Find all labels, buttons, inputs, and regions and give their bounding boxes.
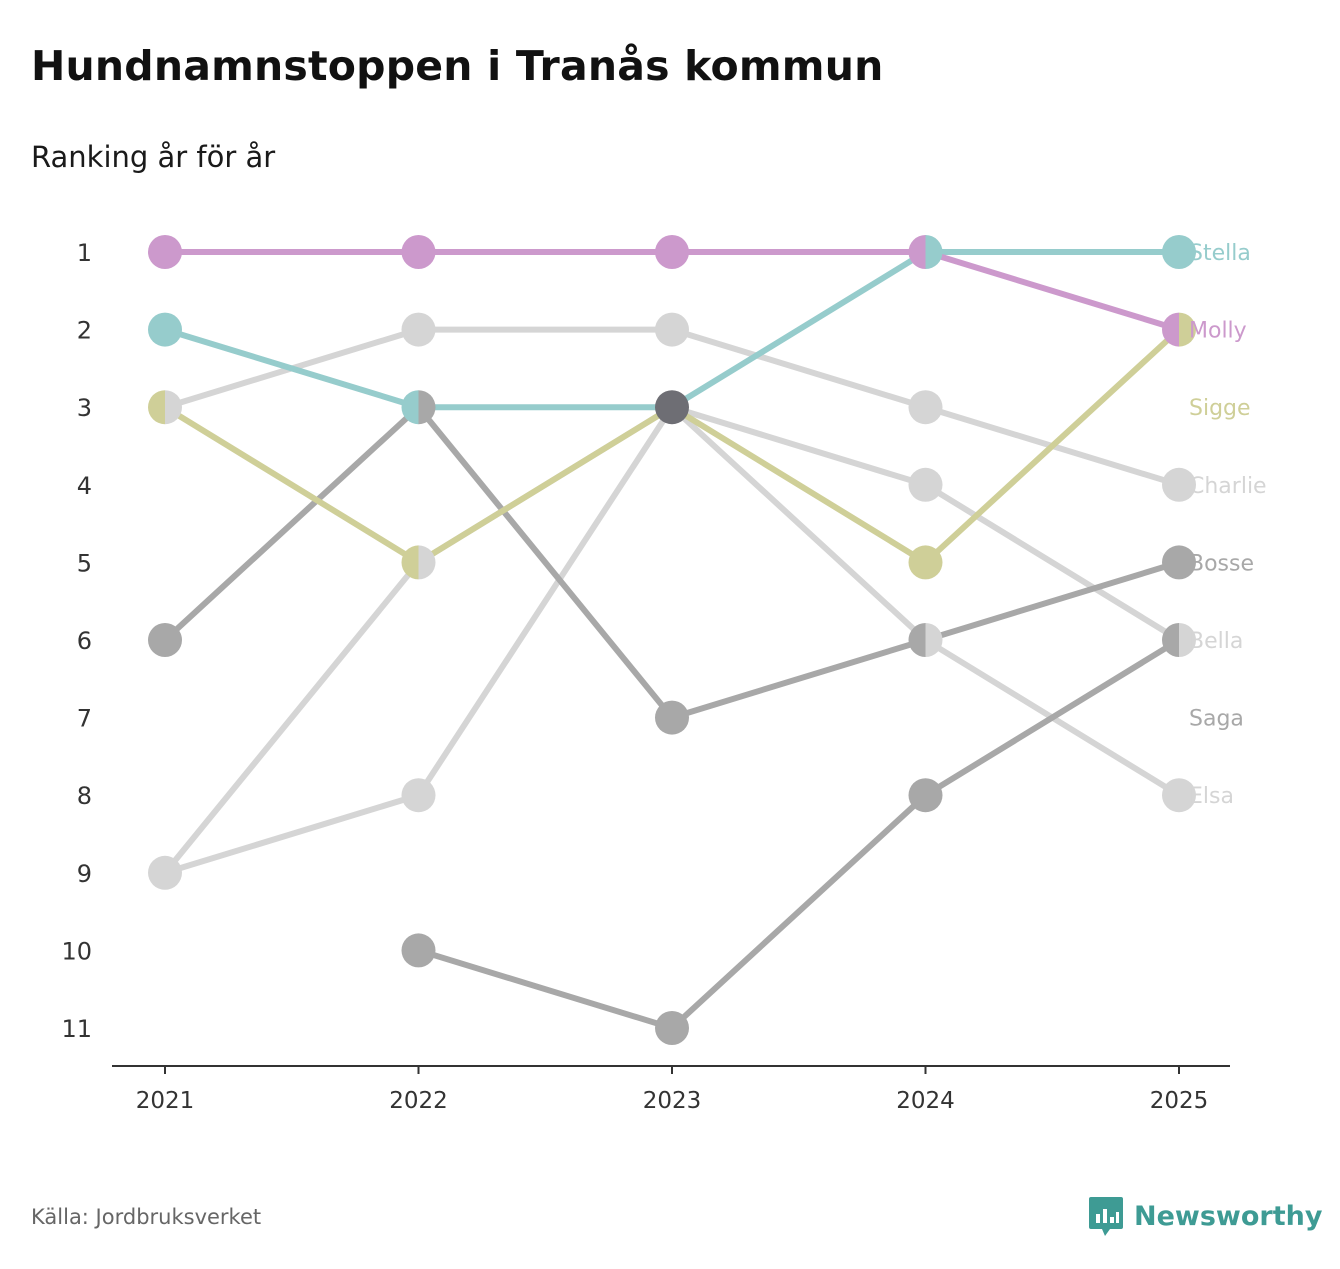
marker-bosse	[1162, 545, 1196, 580]
source-note: Källa: Jordbruksverket	[31, 1205, 262, 1229]
y-tick-label: 3	[77, 394, 92, 422]
marker-bella	[908, 467, 943, 502]
marker-charlie	[655, 312, 689, 347]
marker-stella	[1162, 235, 1196, 269]
end-label-bella: Bella	[1189, 629, 1243, 654]
chart-subtitle: Ranking år för år	[31, 140, 276, 174]
y-tick-label: 7	[77, 705, 92, 733]
x-axis: 2021 2022 2023 2024 2025	[112, 1065, 1230, 1114]
marker-sigge	[908, 545, 943, 580]
marker-charlie	[401, 312, 436, 347]
newsworthy-logo-icon	[1089, 1197, 1123, 1236]
end-label-molly: Molly	[1189, 319, 1247, 344]
marker-stella	[401, 390, 419, 425]
marker-molly	[148, 235, 182, 269]
series-markers	[148, 235, 1196, 1045]
marker-stella	[148, 312, 182, 347]
marker-sigge	[1179, 312, 1196, 347]
marker-saga	[908, 778, 943, 813]
marker-stella	[925, 235, 943, 269]
end-label-bosse: Bosse	[1189, 551, 1254, 576]
y-tick-label: 9	[77, 860, 92, 888]
marker-bella	[418, 545, 436, 580]
marker-bosse	[418, 390, 436, 425]
marker-charlie	[165, 390, 182, 425]
bump-chart: 1 2 3 4 5 6 7 8 9 10 11 Stella Molly Sigge Charlie Bos…	[61, 235, 1267, 1114]
x-tick-label: 2024	[896, 1088, 955, 1114]
end-label-sigge: Sigge	[1189, 396, 1251, 421]
series-line-saga	[415, 637, 1182, 1031]
marker-elsa	[925, 623, 943, 657]
marker-molly	[655, 235, 689, 269]
y-tick-label: 1	[77, 239, 92, 267]
y-tick-label: 11	[61, 1015, 92, 1043]
marker-saga	[401, 933, 436, 968]
y-tick-label: 6	[77, 627, 92, 655]
marker-elsa	[1162, 778, 1196, 813]
marker-saga	[1162, 623, 1179, 657]
marker-charlie	[908, 390, 943, 425]
marker-bosse	[908, 623, 926, 657]
x-tick-label: 2022	[389, 1088, 448, 1114]
end-label-saga: Saga	[1189, 707, 1244, 732]
end-label-stella: Stella	[1189, 241, 1251, 266]
end-label-elsa: Elsa	[1189, 784, 1234, 809]
marker-saga	[655, 1011, 689, 1045]
series-lines	[162, 249, 1182, 1031]
marker-molly	[908, 235, 926, 269]
marker-elsa	[401, 778, 436, 813]
marker-sigge	[401, 545, 419, 580]
marker-shared	[655, 390, 689, 425]
y-tick-label: 10	[61, 937, 92, 965]
marker-bella	[148, 855, 165, 890]
x-tick-label: 2021	[136, 1088, 195, 1114]
end-label-charlie: Charlie	[1189, 474, 1267, 499]
brand-name: Newsworthy	[1134, 1200, 1323, 1232]
end-labels: Stella Molly Sigge Charlie Bosse Bella Saga Els…	[1189, 241, 1267, 809]
brand-logo[interactable]: Newsworthy	[1088, 1195, 1322, 1237]
y-tick-label: 2	[77, 317, 92, 345]
marker-bella	[1179, 623, 1196, 657]
y-tick-label: 4	[77, 472, 92, 500]
series-line-bosse	[162, 404, 1182, 721]
y-tick-label: 5	[77, 549, 92, 577]
series-line-bella	[162, 404, 1182, 876]
x-tick-label: 2023	[643, 1088, 702, 1114]
marker-molly	[401, 235, 436, 269]
marker-charlie	[1162, 467, 1196, 502]
chart-title: Hundnamnstoppen i Tranås kommun	[31, 42, 884, 90]
marker-molly	[1162, 312, 1179, 347]
y-tick-label: 8	[77, 782, 92, 810]
marker-bosse	[655, 700, 689, 735]
marker-sigge	[148, 390, 165, 425]
x-tick-label: 2025	[1150, 1088, 1209, 1114]
marker-bosse	[148, 623, 182, 657]
series-line-elsa	[162, 404, 1182, 876]
y-axis: 1 2 3 4 5 6 7 8 9 10 11	[61, 239, 92, 1043]
marker-elsa	[165, 855, 182, 890]
series-line-sigge	[162, 326, 1182, 566]
